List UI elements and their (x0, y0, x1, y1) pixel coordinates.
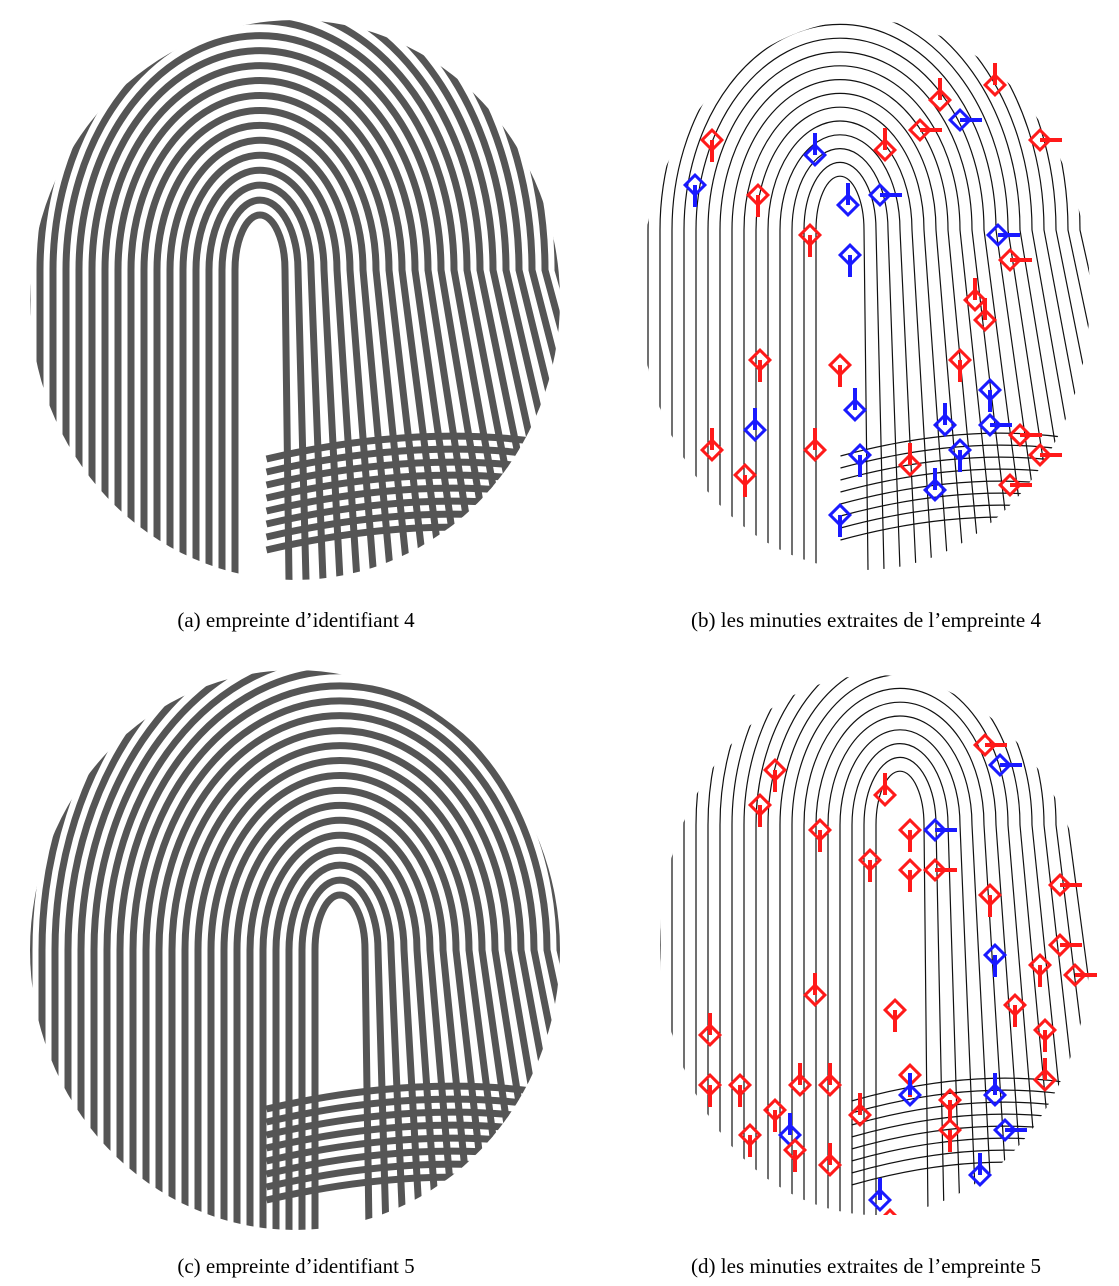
ridge (841, 469, 1111, 492)
ridge (852, 1078, 1111, 1101)
ridge (841, 493, 1111, 516)
caption: (a) empreinte d’identifiant 4 (177, 608, 414, 633)
ridge (684, 24, 1044, 570)
ridge (852, 1126, 1111, 1149)
ridge (720, 655, 1110, 1215)
ridges (640, 655, 1110, 1215)
ridge (841, 481, 1111, 504)
minutia (880, 1210, 900, 1215)
fingerprint-image (10, 0, 580, 580)
ridges (10, 0, 580, 580)
ridge (235, 215, 289, 580)
ridge (672, 655, 1110, 1215)
ridge (852, 1114, 1111, 1137)
caption: (b) les minuties extraites de l’empreint… (691, 608, 1041, 633)
ridge (684, 655, 1110, 1215)
ridge (648, 655, 1110, 1215)
ridges (620, 0, 1110, 570)
ridge (852, 1102, 1111, 1125)
ridge (660, 655, 1110, 1215)
ridge (840, 730, 976, 1215)
caption: (c) empreinte d’identifiant 5 (177, 1254, 414, 1279)
minutiae-image (620, 0, 1110, 570)
ridge (708, 52, 1012, 570)
ridges (10, 650, 580, 1230)
fingerprint-image (10, 650, 580, 1230)
caption: (d) les minuties extraites de l’empreint… (691, 1254, 1041, 1279)
minutiae-image (640, 655, 1110, 1215)
ridge (756, 655, 1088, 1215)
figure-page: (a) empreinte d’identifiant 4 (b) les mi… (0, 0, 1119, 1286)
ridge (852, 1090, 1111, 1113)
